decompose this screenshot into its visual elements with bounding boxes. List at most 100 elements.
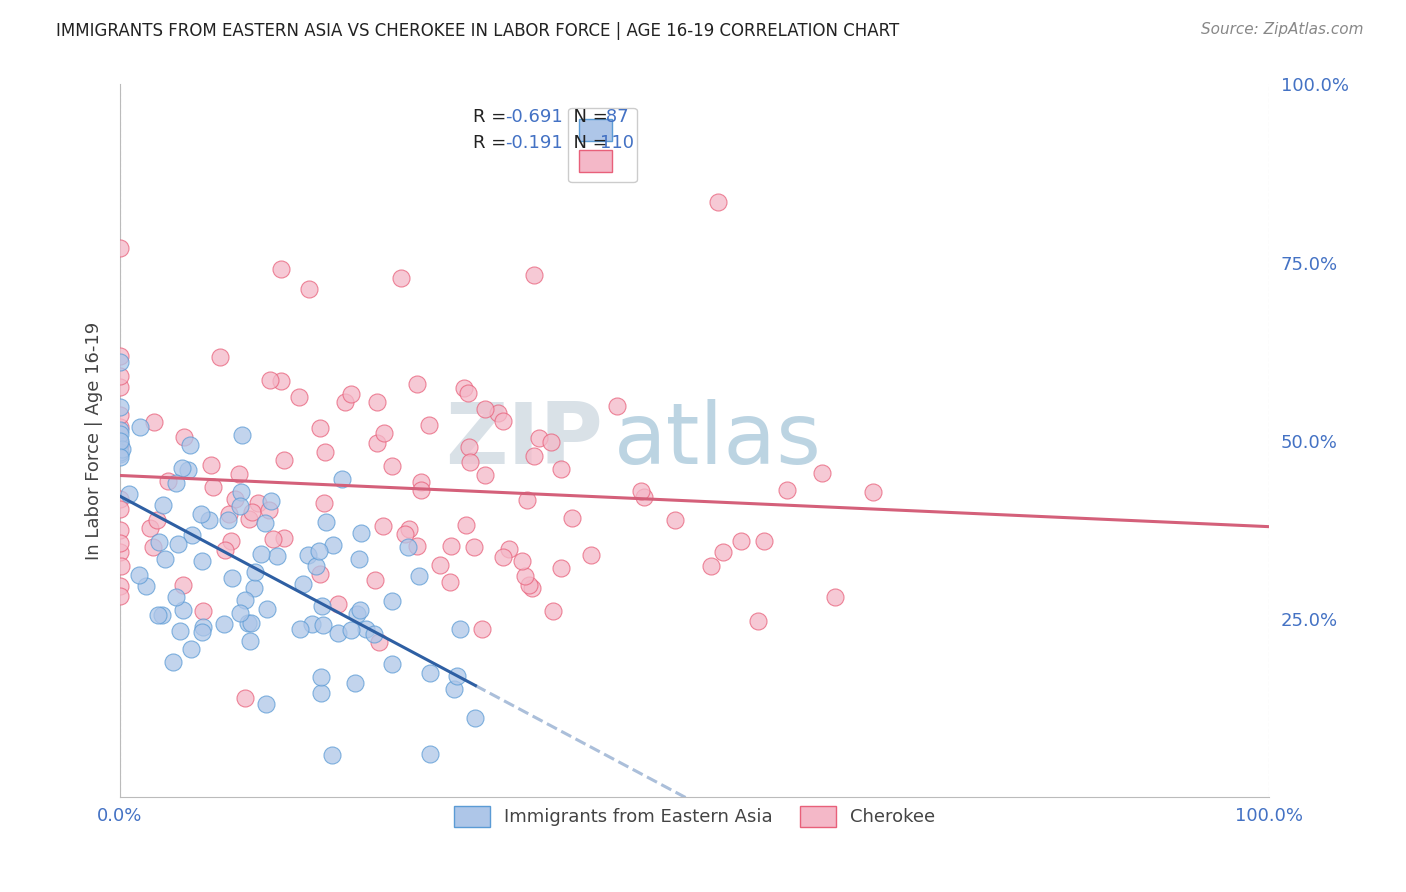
Point — [108, 445, 131, 459]
Point — [458, 440, 481, 454]
Text: N =: N = — [562, 135, 614, 153]
Point — [550, 561, 572, 575]
Point — [180, 641, 202, 656]
Point — [471, 622, 494, 636]
Point — [406, 377, 429, 392]
Point — [219, 533, 242, 548]
Point — [191, 619, 214, 633]
Point — [419, 665, 441, 680]
Point — [155, 552, 177, 566]
Point — [398, 522, 420, 536]
Point — [498, 541, 520, 556]
Point — [346, 607, 368, 621]
Point — [520, 581, 543, 595]
Point — [108, 447, 131, 461]
Point — [396, 541, 419, 555]
Point — [309, 686, 332, 700]
Point — [221, 571, 243, 585]
Point — [464, 711, 486, 725]
Point — [541, 604, 564, 618]
Point — [231, 428, 253, 442]
Point — [179, 438, 201, 452]
Point — [371, 518, 394, 533]
Point — [165, 590, 187, 604]
Point — [368, 634, 391, 648]
Point — [439, 575, 461, 590]
Point — [308, 544, 330, 558]
Point — [270, 375, 292, 389]
Point — [381, 657, 404, 672]
Point — [492, 414, 515, 428]
Point — [152, 498, 174, 512]
Point — [457, 386, 479, 401]
Point — [606, 399, 628, 413]
Point — [243, 565, 266, 579]
Point — [146, 607, 169, 622]
Text: R =: R = — [472, 108, 512, 126]
Point — [301, 617, 323, 632]
Point — [108, 523, 131, 537]
Point — [217, 513, 239, 527]
Point — [108, 579, 131, 593]
Point — [394, 527, 416, 541]
Text: R =: R = — [472, 135, 512, 153]
Point — [250, 547, 273, 561]
Point — [108, 400, 131, 414]
Point — [169, 624, 191, 638]
Point — [108, 436, 131, 450]
Point — [429, 558, 451, 573]
Point — [328, 597, 350, 611]
Point — [633, 490, 655, 504]
Point — [108, 424, 131, 438]
Point — [408, 569, 430, 583]
Point — [200, 458, 222, 472]
Point — [229, 485, 252, 500]
Point — [419, 747, 441, 761]
Point — [522, 268, 544, 282]
Text: Source: ZipAtlas.com: Source: ZipAtlas.com — [1201, 22, 1364, 37]
Point — [273, 531, 295, 545]
Point — [233, 593, 256, 607]
Point — [238, 512, 260, 526]
Text: 110: 110 — [600, 135, 634, 153]
Point — [443, 682, 465, 697]
Point — [239, 615, 262, 630]
Point — [172, 461, 194, 475]
Point — [364, 573, 387, 587]
Point — [389, 270, 412, 285]
Point — [326, 626, 349, 640]
Point — [409, 483, 432, 497]
Point — [297, 548, 319, 562]
Point — [129, 420, 152, 434]
Point — [108, 502, 131, 516]
Point — [664, 513, 686, 527]
Point — [209, 350, 232, 364]
Point — [707, 195, 730, 210]
Point — [540, 434, 562, 449]
Point — [247, 496, 270, 510]
Point — [366, 395, 388, 409]
Point — [529, 430, 551, 444]
Point — [862, 484, 884, 499]
Point — [776, 483, 799, 498]
Point — [236, 616, 259, 631]
Point — [510, 554, 533, 568]
Point — [218, 507, 240, 521]
Point — [515, 568, 537, 582]
Point — [381, 594, 404, 608]
Point — [240, 505, 263, 519]
Point — [172, 577, 194, 591]
Point — [747, 614, 769, 628]
Point — [308, 421, 330, 435]
Point — [135, 579, 157, 593]
Point — [108, 438, 131, 452]
Point — [290, 622, 312, 636]
Point — [260, 494, 283, 508]
Point — [229, 606, 252, 620]
Point — [824, 591, 846, 605]
Point — [233, 690, 256, 705]
Point — [191, 553, 214, 567]
Point — [453, 381, 475, 395]
Point — [108, 536, 131, 550]
Point — [224, 491, 246, 506]
